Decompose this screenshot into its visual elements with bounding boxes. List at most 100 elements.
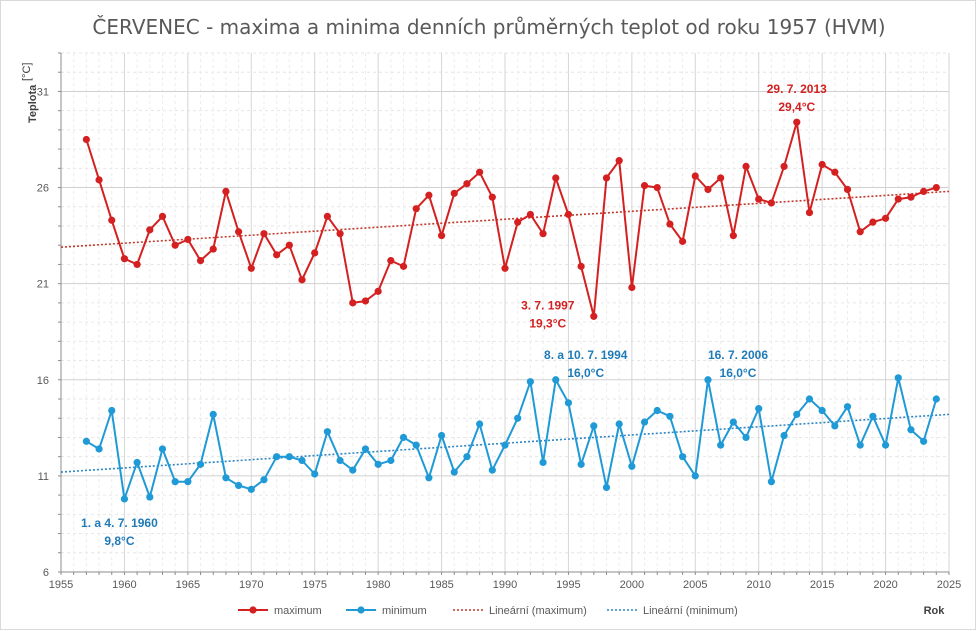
data-point-minimum <box>450 468 458 476</box>
y-tick-label: 21 <box>37 279 49 291</box>
data-point-maximum <box>869 218 877 226</box>
x-tick-label: 1960 <box>112 579 136 591</box>
data-point-minimum <box>564 399 573 407</box>
data-point-maximum <box>82 135 90 144</box>
data-point-maximum <box>653 183 661 192</box>
x-axis-label: Rok <box>924 605 946 617</box>
data-point-maximum <box>602 174 611 182</box>
data-point-minimum <box>577 460 585 468</box>
data-point-maximum <box>361 297 370 305</box>
data-point-minimum <box>501 441 509 449</box>
annotation-layer: 29. 7. 2013 29,4°C 3. 7. 1997 19,3°C 8. a 10… <box>81 82 827 548</box>
annotation-value: 16,0°C <box>567 366 604 380</box>
data-point-maximum <box>920 187 928 195</box>
x-tick-label: 2000 <box>620 579 644 591</box>
data-point-maximum <box>184 235 192 244</box>
data-point-maximum <box>95 176 103 184</box>
data-point-maximum <box>514 218 522 226</box>
data-point-maximum <box>488 193 496 201</box>
data-point-maximum <box>425 191 433 199</box>
data-point-maximum <box>780 162 788 171</box>
data-point-maximum <box>564 210 573 219</box>
data-point-minimum <box>691 472 699 480</box>
y-tick-label: 31 <box>37 86 49 98</box>
data-point-maximum <box>843 185 852 194</box>
data-point-minimum <box>640 418 649 426</box>
data-point-maximum <box>374 287 382 295</box>
data-point-minimum <box>133 458 141 467</box>
data-point-minimum <box>209 410 217 418</box>
data-point-minimum <box>323 428 331 436</box>
data-point-maximum <box>679 237 687 245</box>
data-point-maximum <box>742 162 750 171</box>
data-point-maximum <box>501 264 509 272</box>
data-point-minimum <box>387 456 395 465</box>
y-tick-label: 6 <box>43 567 49 579</box>
data-point-maximum <box>856 228 864 236</box>
data-point-maximum <box>767 199 776 207</box>
data-point-maximum <box>171 241 179 249</box>
annotation-date: 8. a 10. 7. 1994 <box>544 348 628 362</box>
data-point-maximum <box>260 230 268 238</box>
data-point-maximum <box>196 257 205 265</box>
series-maximum <box>82 118 940 320</box>
data-point-minimum <box>742 433 750 442</box>
data-point-minimum <box>767 478 776 486</box>
data-point-maximum <box>450 189 458 197</box>
data-point-maximum <box>146 226 154 234</box>
annotation-date: 16. 7. 2006 <box>708 348 768 362</box>
x-tick-label: 2015 <box>810 579 834 591</box>
data-point-minimum <box>539 458 547 467</box>
data-point-maximum <box>691 172 699 180</box>
grid-layer <box>60 52 950 573</box>
data-point-minimum <box>552 376 560 384</box>
data-point-minimum <box>932 395 940 403</box>
data-point-maximum <box>437 232 446 240</box>
x-tick-label: 1975 <box>302 579 326 591</box>
axis-layer: 6 11 16 21 26 31 1955 1960 1965 1970 1975 1980 1985 1… <box>37 52 961 591</box>
data-point-maximum <box>881 214 890 222</box>
annotation-date: 1. a 4. 7. 1960 <box>81 516 158 530</box>
data-point-maximum <box>932 183 940 192</box>
x-tick-label: 1965 <box>176 579 200 591</box>
legend-label: Lineární (maximum) <box>489 605 587 617</box>
data-point-minimum <box>869 412 877 420</box>
series-line-maximum <box>85 121 937 318</box>
data-point-maximum <box>285 241 293 249</box>
data-point-maximum <box>729 232 737 240</box>
y-tick-label: 11 <box>38 471 49 483</box>
data-point-maximum <box>133 260 141 269</box>
data-point-maximum <box>539 230 547 238</box>
annotation-value: 9,8°C <box>104 534 134 548</box>
annotation-date: 3. 7. 1997 <box>521 298 575 312</box>
data-point-minimum <box>412 441 420 449</box>
y-axis-unit: [°C] <box>21 63 33 81</box>
data-point-minimum <box>222 474 230 482</box>
data-point-minimum <box>273 453 281 461</box>
data-point-maximum <box>298 276 306 284</box>
data-point-maximum <box>209 245 217 253</box>
legend-item-trend-minimum: Lineární (minimum) <box>607 605 738 617</box>
annotation-value: 29,4°C <box>778 100 815 114</box>
data-point-maximum <box>120 255 129 263</box>
x-tick-label: 1985 <box>429 579 453 591</box>
legend-item-minimum: minimum <box>346 605 427 617</box>
data-point-minimum <box>82 437 90 445</box>
series-minimum <box>82 374 940 503</box>
x-tick-label: 2020 <box>873 579 897 591</box>
data-point-minimum <box>158 445 167 453</box>
data-point-minimum <box>374 460 382 468</box>
data-point-minimum <box>361 445 370 453</box>
legend-item-trend-maximum: Lineární (maximum) <box>453 605 587 617</box>
data-point-minimum <box>171 478 179 486</box>
legend-swatch-marker <box>249 606 257 614</box>
x-tick-label: 2025 <box>937 579 961 591</box>
data-point-maximum <box>235 228 243 236</box>
trendline-maximum <box>60 190 950 248</box>
data-point-maximum <box>311 249 319 257</box>
chart-title: ČERVENEC - maxima a minima denních průmě… <box>92 15 885 39</box>
data-point-maximum <box>399 262 408 270</box>
data-point-minimum <box>793 410 801 418</box>
data-point-minimum <box>108 406 116 415</box>
data-point-maximum <box>108 216 116 224</box>
